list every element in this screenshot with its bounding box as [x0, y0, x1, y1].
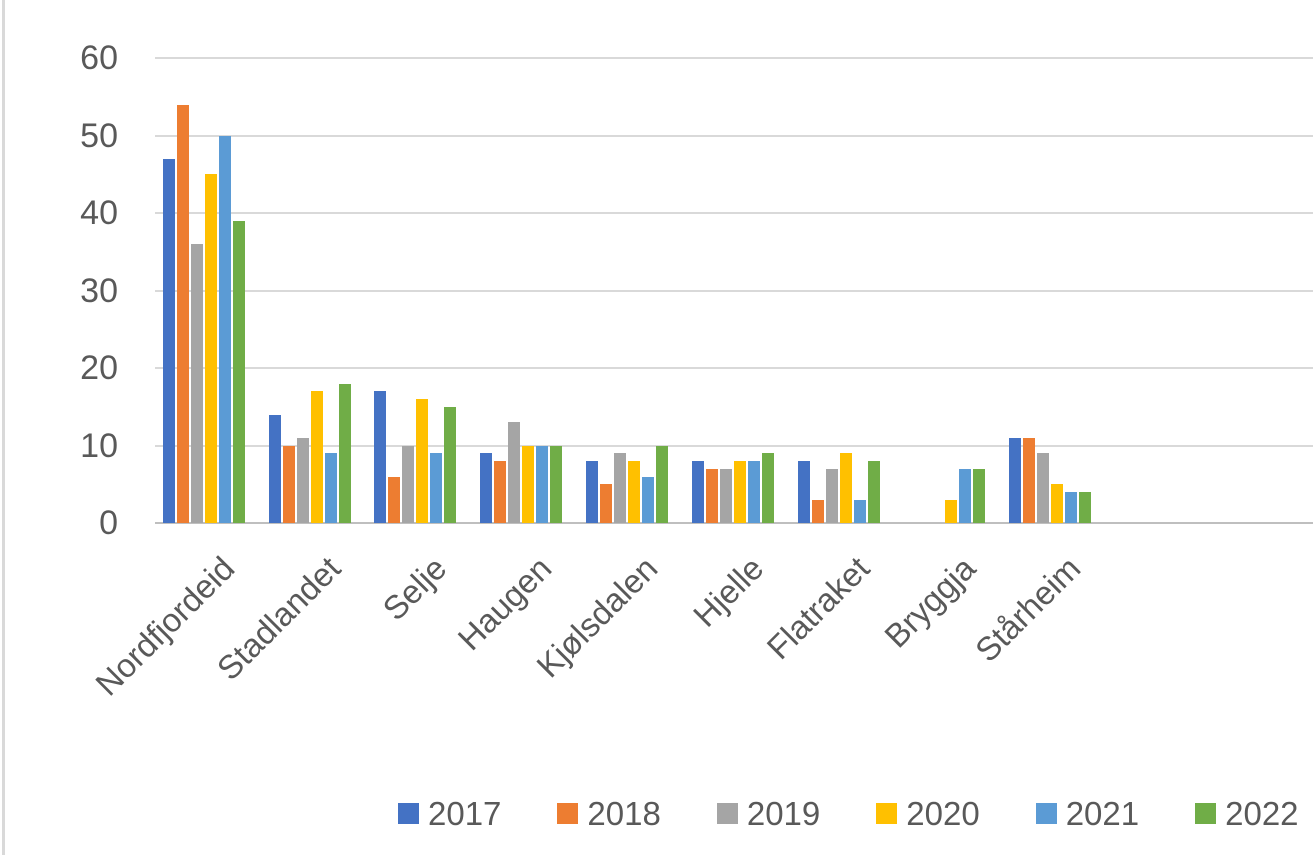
bar-group-bryggja	[892, 468, 998, 523]
bar-2022-selje	[444, 406, 457, 523]
x-axis-line	[155, 522, 1313, 524]
bar-2018-haugen	[494, 461, 507, 523]
legend-label: 2017	[428, 795, 502, 832]
bar-2019-nordfjordeid	[190, 244, 203, 523]
bar-2021-stadlandet	[324, 453, 337, 523]
bar-group-nordfjordeid	[151, 104, 257, 523]
legend-item-2021: 2021	[1035, 795, 1140, 832]
legend-item-2018: 2018	[557, 795, 661, 832]
bar-2017-st-rheim	[1009, 437, 1022, 523]
y-tick-label-10: 10	[80, 426, 118, 465]
bar-2020-haugen	[522, 445, 535, 523]
legend-item-2017: 2017	[398, 797, 501, 830]
bar-group-kj-lsdalen	[574, 445, 680, 523]
bar-2022-nordfjordeid	[232, 220, 245, 523]
gridline-40	[155, 212, 1313, 214]
legend: 2017 2018 2019 2020 2021 2022	[398, 797, 1299, 830]
bar-2017-kj-lsdalen	[586, 461, 599, 523]
bar-2017-stadlandet	[268, 414, 281, 523]
bar-2021-bryggja	[959, 468, 972, 523]
bar-2018-st-rheim	[1023, 437, 1036, 523]
legend-label: 2019	[746, 795, 821, 832]
legend-swatch-icon	[1195, 803, 1217, 824]
legend-label: 2022	[1225, 795, 1299, 832]
bar-2021-hjelle	[747, 461, 760, 523]
legend-item-2020: 2020	[876, 795, 980, 832]
bar-group-st-rheim	[997, 437, 1103, 523]
bar-2018-kj-lsdalen	[600, 484, 613, 523]
bar-2021-haugen	[536, 445, 549, 523]
bar-2019-st-rheim	[1037, 453, 1050, 523]
bar-2020-flatraket	[839, 453, 852, 523]
left-edge-border-line	[2, 0, 5, 855]
bar-2017-hjelle	[691, 461, 704, 523]
bar-2017-flatraket	[797, 461, 810, 523]
bar-2017-selje	[374, 391, 387, 523]
bar-2018-nordfjordeid	[176, 104, 189, 523]
bar-2022-flatraket	[867, 461, 880, 523]
bar-2020-st-rheim	[1051, 484, 1064, 523]
bar-2019-flatraket	[825, 468, 838, 523]
gridline-10	[155, 444, 1313, 447]
bar-group-selje	[363, 391, 469, 523]
legend-item-2019: 2019	[716, 795, 821, 832]
bar-2020-selje	[416, 399, 429, 523]
legend-swatch-icon	[716, 803, 738, 824]
y-tick-label-40: 40	[80, 194, 118, 232]
bar-2017-nordfjordeid	[162, 158, 175, 523]
bar-2022-st-rheim	[1079, 492, 1092, 523]
y-tick-label-60: 60	[80, 39, 118, 77]
bar-group-stadlandet	[257, 383, 363, 523]
gridline-60	[155, 57, 1313, 59]
legend-label: 2020	[906, 795, 980, 832]
legend-swatch-icon	[398, 803, 419, 824]
bar-2020-stadlandet	[310, 391, 323, 523]
bar-2021-selje	[430, 453, 443, 523]
bar-2019-hjelle	[719, 468, 732, 523]
legend-item-2022: 2022	[1195, 795, 1299, 832]
legend-swatch-icon	[1035, 803, 1057, 824]
y-tick-label-50: 50	[80, 116, 118, 155]
bar-2022-kj-lsdalen	[656, 445, 669, 523]
bar-2019-kj-lsdalen	[614, 453, 627, 523]
bar-2019-selje	[402, 445, 415, 523]
bar-2022-haugen	[550, 445, 563, 523]
bar-2020-bryggja	[945, 499, 958, 523]
bar-2022-bryggja	[973, 468, 986, 523]
bar-2019-stadlandet	[296, 437, 309, 523]
bar-2018-flatraket	[811, 499, 824, 523]
y-tick-label-20: 20	[80, 349, 118, 387]
bar-group-flatraket	[786, 453, 892, 523]
bar-2021-nordfjordeid	[218, 135, 231, 523]
bar-2020-kj-lsdalen	[628, 461, 641, 523]
gridline-30	[155, 289, 1313, 292]
y-tick-label-30: 30	[80, 271, 118, 310]
bar-2021-kj-lsdalen	[642, 476, 655, 523]
y-tick-label-0: 0	[99, 504, 118, 542]
bar-2022-stadlandet	[338, 383, 351, 523]
bar-2018-stadlandet	[282, 445, 295, 523]
bar-2021-st-rheim	[1065, 492, 1078, 523]
bar-2020-hjelle	[733, 461, 746, 523]
legend-swatch-icon	[557, 803, 579, 824]
bar-2018-hjelle	[705, 468, 718, 523]
bar-2020-nordfjordeid	[204, 174, 217, 523]
bar-group-haugen	[468, 422, 574, 523]
legend-label: 2021	[1065, 795, 1140, 832]
bar-2021-flatraket	[853, 499, 866, 523]
legend-label: 2018	[587, 795, 661, 832]
bar-2018-selje	[388, 476, 401, 523]
bar-group-hjelle	[680, 453, 786, 523]
gridline-50	[155, 134, 1313, 137]
legend-swatch-icon	[876, 803, 898, 824]
bar-2019-haugen	[508, 422, 521, 523]
bar-2017-haugen	[480, 453, 493, 523]
gridline-20	[155, 367, 1313, 369]
bar-2022-hjelle	[761, 453, 774, 523]
